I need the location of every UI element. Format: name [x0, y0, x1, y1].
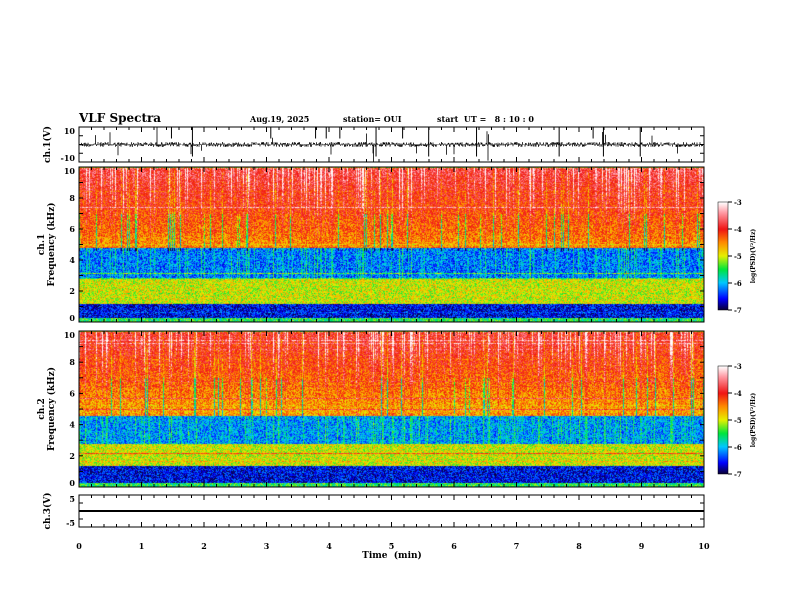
ch1-waveform-line: [79, 126, 703, 163]
x-tick-label: 9: [639, 541, 645, 551]
y-axis-label: Frequency (kHz): [46, 367, 57, 451]
colorbar-frame: [717, 365, 729, 475]
colorbar-tick-label: -3: [734, 362, 742, 371]
y-axis-label: ch.1(V): [42, 126, 53, 163]
y-tick-label: 5: [69, 494, 75, 504]
y-tick-label: 10: [64, 330, 76, 340]
y-axis-label: ch.2: [37, 398, 47, 419]
y-tick-label: 10: [64, 166, 76, 176]
y-axis-label: ch.3(V): [42, 493, 53, 530]
y-tick-label: 0: [69, 313, 75, 323]
x-tick-label: 10: [698, 541, 710, 551]
colorbar-tick-label: -4: [734, 389, 742, 398]
x-tick-label: 5: [389, 541, 395, 551]
y-tick-label: 0: [69, 478, 75, 488]
ch1-spectrogram-image: [79, 167, 704, 322]
y-tick-label: 2: [69, 286, 75, 296]
station-label: station= OUI: [343, 114, 402, 124]
colorbar-tick-label: -5: [734, 252, 742, 261]
colorbar-tick-label: -6: [734, 443, 742, 452]
x-tick-label: 2: [201, 541, 207, 551]
colorbar-label: log(PSD)(V²/Hz): [750, 229, 757, 284]
colorbar-tick-label: -7: [734, 306, 742, 315]
y-tick-label: 6: [69, 224, 75, 234]
y-tick-label: 8: [69, 357, 75, 367]
x-axis-label: Time (min): [362, 550, 422, 561]
y-tick-label: -10: [61, 153, 76, 163]
y-axis-label: Frequency (kHz): [46, 202, 57, 286]
figure-title: VLF Spectra: [78, 111, 161, 125]
x-tick-label: 6: [451, 541, 457, 551]
colorbar-tick-label: -7: [734, 470, 742, 479]
date-label: Aug.19, 2025: [249, 114, 309, 124]
start-time-label: start UT = 8 : 10 : 0: [437, 114, 534, 124]
x-tick-label: 7: [514, 541, 520, 551]
panel-frame: [78, 166, 705, 323]
panel-frame: [78, 330, 705, 488]
x-tick-label: 4: [326, 541, 332, 551]
colorbar-tick-label: -4: [734, 225, 742, 234]
colorbar-tick-label: -5: [734, 416, 742, 425]
y-tick-label: 10: [64, 126, 76, 136]
y-tick-label: 4: [69, 255, 75, 265]
colorbar-tick-label: -6: [734, 279, 742, 288]
colorbar-frame: [717, 201, 729, 311]
ch2-spectrogram-image: [79, 331, 704, 487]
y-tick-label: 2: [69, 451, 75, 461]
x-tick-label: 0: [76, 541, 82, 551]
ch1-colorbar: [718, 202, 728, 310]
x-tick-label: 3: [264, 541, 270, 551]
x-tick-label: 8: [576, 541, 582, 551]
ch2-colorbar: [718, 366, 728, 474]
x-tick-label: 1: [139, 541, 145, 551]
y-tick-label: 8: [69, 193, 75, 203]
y-tick-label: 6: [69, 388, 75, 398]
colorbar-label: log(PSD)(V²/Hz): [750, 393, 757, 448]
y-tick-label: 4: [69, 420, 75, 430]
colorbar-tick-label: -3: [734, 198, 742, 207]
y-axis-label: ch.1: [37, 234, 47, 255]
y-tick-label: -5: [66, 518, 75, 528]
